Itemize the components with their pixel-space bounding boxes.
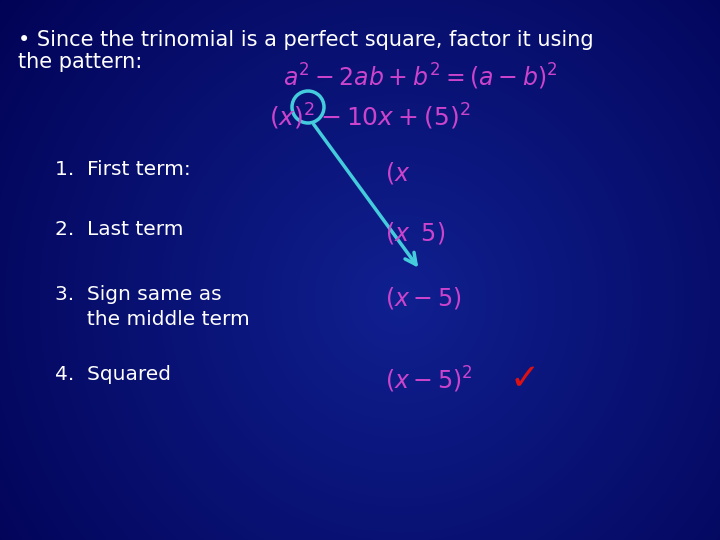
Text: the middle term: the middle term — [55, 310, 250, 329]
Text: $(x-5)$: $(x-5)$ — [385, 285, 462, 311]
Text: ✓: ✓ — [510, 362, 540, 396]
Text: 3.  Sign same as: 3. Sign same as — [55, 285, 222, 304]
Text: the pattern:: the pattern: — [18, 52, 143, 72]
Text: 4.  Squared: 4. Squared — [55, 365, 171, 384]
Text: $(x$: $(x$ — [385, 160, 410, 186]
Text: $(x \;\; 5)$: $(x \;\; 5)$ — [385, 220, 445, 246]
Text: $a^2 - 2ab + b^2 = (a-b)^2$: $a^2 - 2ab + b^2 = (a-b)^2$ — [283, 62, 557, 92]
Text: $(x)^2 - 10x + (5)^2$: $(x)^2 - 10x + (5)^2$ — [269, 102, 471, 132]
Text: 2.  Last term: 2. Last term — [55, 220, 184, 239]
Text: $(x-5)^2$: $(x-5)^2$ — [385, 365, 472, 395]
Text: • Since the trinomial is a perfect square, factor it using: • Since the trinomial is a perfect squar… — [18, 30, 593, 50]
Text: 1.  First term:: 1. First term: — [55, 160, 191, 179]
